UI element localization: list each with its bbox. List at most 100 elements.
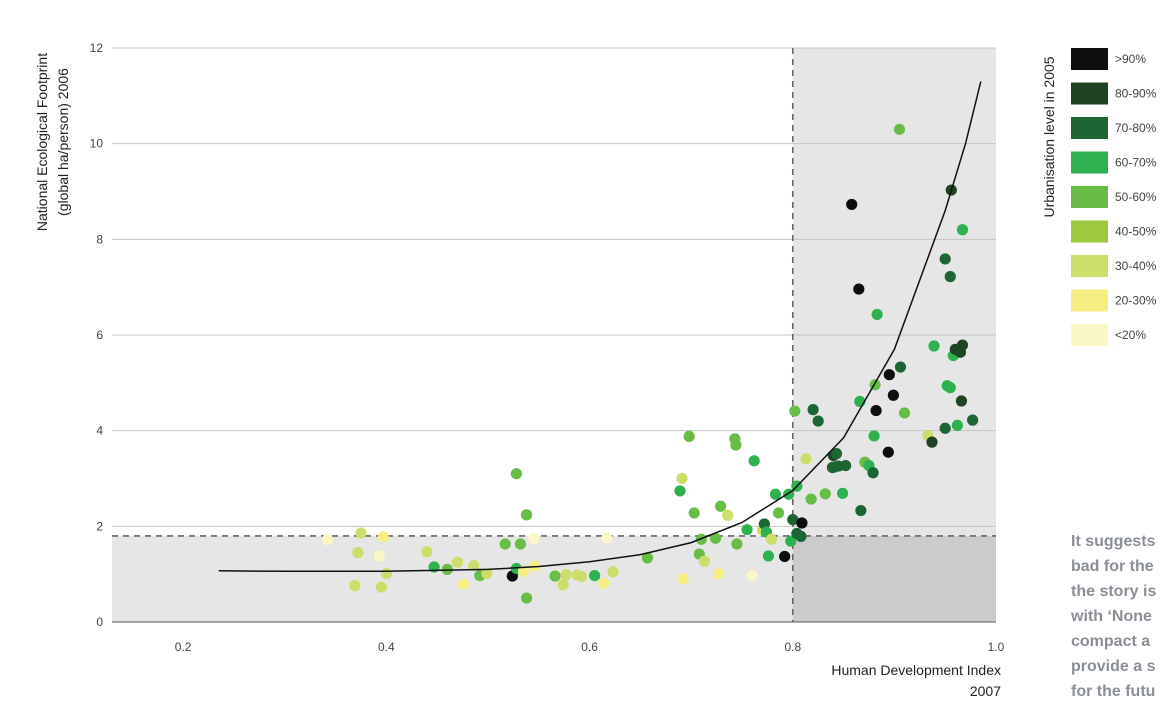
data-point xyxy=(520,592,533,604)
data-point xyxy=(855,504,867,517)
y-axis-ticks: 0 2 4 6 8 10 12 xyxy=(90,41,104,629)
data-point xyxy=(520,509,533,521)
data-point xyxy=(676,472,688,485)
data-point xyxy=(373,550,385,562)
trend-line xyxy=(218,81,982,573)
data-point xyxy=(688,507,700,519)
legend-label: 40-50% xyxy=(1115,225,1157,239)
side-text-line: It suggests xyxy=(1071,533,1156,550)
data-point xyxy=(560,569,572,581)
data-point xyxy=(349,580,361,592)
data-point xyxy=(819,488,831,500)
x-tick-label: 1.0 xyxy=(988,640,1005,654)
data-point xyxy=(853,283,865,295)
y-tick-label: 0 xyxy=(96,615,103,629)
data-point xyxy=(709,532,722,544)
data-point xyxy=(730,439,742,451)
data-point xyxy=(836,487,849,499)
y-tick-label: 2 xyxy=(96,519,103,533)
data-point xyxy=(944,271,956,283)
low-footprint-region xyxy=(112,535,793,622)
data-point xyxy=(683,430,695,443)
data-point xyxy=(882,446,894,458)
data-point xyxy=(517,565,530,577)
side-text-line: with ‘None xyxy=(1071,608,1152,625)
legend-label: 60-70% xyxy=(1115,156,1157,170)
data-point xyxy=(805,493,817,505)
data-point xyxy=(893,123,906,135)
legend-swatch xyxy=(1071,255,1108,277)
data-point xyxy=(807,404,819,416)
y-axis-title-line2: (global ha/person) 2006 xyxy=(55,68,71,216)
side-text-line: bad for the xyxy=(1071,558,1154,575)
side-text-line: compact a xyxy=(1071,633,1151,650)
x-axis-title-line2: 2007 xyxy=(970,683,1001,699)
legend-swatch xyxy=(1071,324,1108,346)
data-point xyxy=(355,527,367,539)
legend-swatch xyxy=(1071,220,1108,243)
data-point xyxy=(380,568,392,580)
data-point xyxy=(871,308,883,321)
data-point xyxy=(352,547,364,559)
y-tick-label: 6 xyxy=(96,328,103,342)
data-point xyxy=(939,422,951,434)
data-point xyxy=(598,577,610,589)
legend-items: >90% 80-90% 70-80% 60-70% 50-60% 40-50% 30-40%… xyxy=(1071,48,1157,346)
legend-label: 30-40% xyxy=(1115,259,1157,273)
data-point xyxy=(840,459,852,472)
data-point xyxy=(557,579,569,591)
side-text-line: provide a s xyxy=(1071,658,1156,675)
data-points xyxy=(321,123,979,604)
data-point xyxy=(499,538,511,550)
gridlines xyxy=(112,47,996,527)
data-point xyxy=(956,339,969,351)
data-point xyxy=(800,453,812,465)
legend-label: <20% xyxy=(1115,328,1146,342)
legend-swatch xyxy=(1071,82,1108,105)
data-point xyxy=(722,509,734,521)
data-point xyxy=(731,538,743,550)
legend-label: 80-90% xyxy=(1115,87,1157,101)
data-point xyxy=(375,581,387,593)
data-point xyxy=(812,415,824,427)
data-point xyxy=(677,573,689,585)
data-point xyxy=(926,436,938,448)
data-point xyxy=(601,532,613,544)
data-point xyxy=(641,552,654,564)
data-point xyxy=(779,550,791,563)
data-point xyxy=(789,405,801,417)
legend-swatch xyxy=(1071,48,1108,70)
sustainable-quadrant xyxy=(792,535,996,622)
data-point xyxy=(698,555,710,567)
legend-label: 20-30% xyxy=(1115,294,1157,308)
side-text: It suggests bad for the the story is wit… xyxy=(1071,529,1176,704)
data-point xyxy=(785,535,797,547)
legend-swatch xyxy=(1071,186,1108,208)
data-point xyxy=(944,382,956,394)
data-point xyxy=(514,538,527,550)
x-tick-label: 0.8 xyxy=(784,640,801,654)
x-axis-ticks: 0.2 0.4 0.6 0.8 1.0 xyxy=(175,640,1005,654)
data-point xyxy=(769,488,782,500)
data-point xyxy=(510,468,523,480)
legend-swatch xyxy=(1071,151,1108,174)
data-point xyxy=(967,414,979,426)
legend: Urbanisation level in 2005 >90% 80-90% 70-… xyxy=(1041,48,1157,346)
data-point xyxy=(715,500,727,512)
data-point xyxy=(468,559,480,572)
data-point xyxy=(883,369,895,381)
data-point xyxy=(956,224,969,236)
data-point xyxy=(457,578,470,590)
legend-swatch xyxy=(1071,117,1108,139)
data-point xyxy=(796,517,808,529)
y-tick-label: 12 xyxy=(90,41,104,55)
data-point xyxy=(955,395,968,407)
data-point xyxy=(741,524,753,536)
legend-label: 70-80% xyxy=(1115,121,1157,135)
data-point xyxy=(481,568,493,580)
data-point xyxy=(765,533,778,545)
y-tick-label: 8 xyxy=(96,232,103,246)
data-point xyxy=(846,198,858,211)
side-text-line: the story is xyxy=(1071,583,1157,600)
